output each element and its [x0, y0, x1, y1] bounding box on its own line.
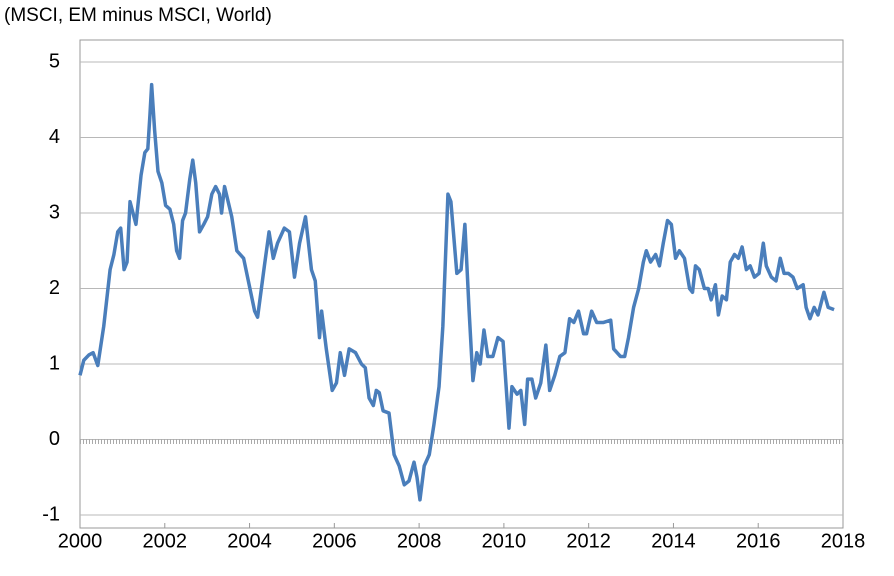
x-tick-label: 2016	[736, 530, 781, 552]
x-tick-label: 2000	[58, 530, 103, 552]
x-tick-label: 2008	[397, 530, 442, 552]
x-tick-label: 2012	[566, 530, 611, 552]
plot-frame	[79, 39, 844, 529]
x-tick-label: 2014	[651, 530, 696, 552]
y-tick-label: 3	[49, 201, 60, 223]
x-tick-label: 2010	[482, 530, 527, 552]
y-tick-label: 2	[49, 277, 60, 299]
y-tick-label: 5	[49, 50, 60, 72]
x-tick-label: 2018	[821, 530, 866, 552]
chart-title: (MSCI, EM minus MSCI, World)	[4, 5, 272, 26]
x-tick-label: 2004	[227, 530, 272, 552]
x-tick-label: 2002	[143, 530, 188, 552]
data-line	[78, 82, 835, 502]
y-tick-label: 4	[49, 126, 60, 148]
y-tick-label: 0	[49, 428, 60, 450]
x-tick-label: 2006	[312, 530, 357, 552]
y-tick-label: 1	[49, 352, 60, 374]
y-tick-label: -1	[42, 503, 60, 525]
